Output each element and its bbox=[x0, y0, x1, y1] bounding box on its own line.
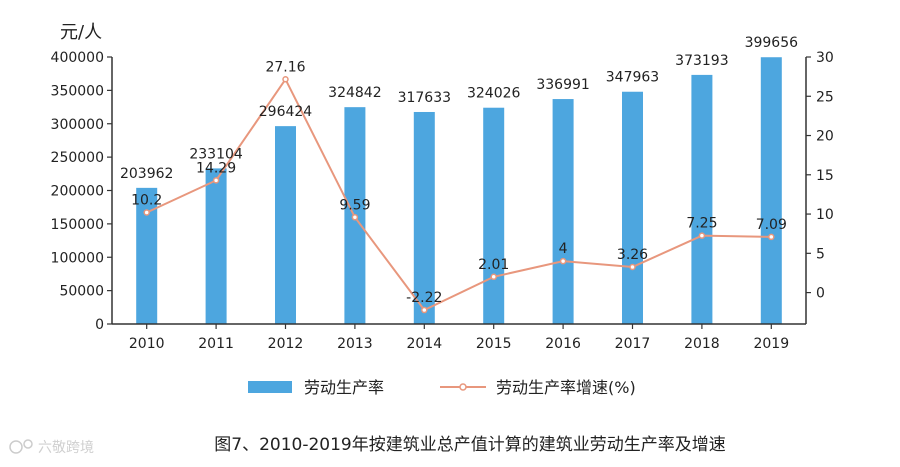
x-tick-label: 2018 bbox=[684, 336, 720, 352]
bar bbox=[483, 107, 505, 324]
bar-value-label: 373193 bbox=[675, 53, 728, 69]
x-tick-label: 2017 bbox=[615, 336, 651, 352]
y-left-tick-label: 250000 bbox=[51, 150, 104, 166]
bar bbox=[275, 126, 296, 324]
bar-value-label: 399656 bbox=[745, 35, 799, 51]
growth-point bbox=[282, 76, 289, 83]
bar-value-label: 324026 bbox=[467, 86, 521, 102]
growth-value-label: 27.16 bbox=[265, 59, 305, 75]
y-right-tick-label: 15 bbox=[816, 168, 834, 184]
y-left-tick-label: 400000 bbox=[51, 50, 104, 66]
bar bbox=[622, 91, 643, 324]
watermark-logo-icon bbox=[9, 439, 33, 454]
growth-line bbox=[146, 77, 772, 312]
bar-value-label: 324842 bbox=[328, 85, 381, 101]
y-left-tick-label: 300000 bbox=[51, 117, 104, 133]
growth-value-label: 9.59 bbox=[339, 197, 370, 213]
bar-value-label: 336991 bbox=[536, 77, 589, 93]
growth-point bbox=[768, 233, 775, 241]
x-tick-label: 2016 bbox=[545, 336, 581, 352]
bar bbox=[691, 74, 713, 324]
legend-label-line: 劳动生产率增速(%) bbox=[496, 378, 636, 397]
bars-layer bbox=[136, 57, 782, 325]
watermark: 六敬跨境 bbox=[9, 439, 94, 456]
growth-point bbox=[559, 257, 567, 265]
y-right-tick-label: 10 bbox=[816, 207, 834, 223]
x-tick-label: 2019 bbox=[753, 336, 789, 352]
bar-value-label: 347963 bbox=[606, 70, 659, 86]
y-left-tick-label: 100000 bbox=[51, 250, 104, 266]
y-left-tick-label: 200000 bbox=[51, 184, 104, 200]
line-layer bbox=[143, 76, 775, 314]
bar-value-label: 203962 bbox=[120, 166, 173, 182]
bar bbox=[760, 57, 782, 325]
y-left-tick-label: 50000 bbox=[59, 284, 104, 300]
bar-value-label: 317633 bbox=[398, 90, 451, 106]
growth-point bbox=[143, 209, 150, 216]
legend: 劳动生产率 劳动生产率增速(%) bbox=[248, 378, 636, 397]
legend-label-bar: 劳动生产率 bbox=[304, 378, 384, 397]
y-right-tick-label: 5 bbox=[816, 246, 825, 262]
growth-point bbox=[629, 263, 636, 271]
growth-point bbox=[421, 306, 428, 314]
bar bbox=[136, 187, 158, 324]
growth-point bbox=[212, 177, 220, 184]
growth-value-label: 14.29 bbox=[196, 160, 236, 176]
growth-value-label: 7.25 bbox=[686, 216, 717, 232]
growth-value-label: 10.2 bbox=[131, 192, 162, 208]
growth-value-label: 2.01 bbox=[478, 257, 509, 273]
legend-swatch-bar bbox=[248, 381, 292, 393]
y-left-tick-label: 0 bbox=[95, 317, 104, 333]
bar bbox=[205, 168, 227, 324]
x-tick-label: 2015 bbox=[476, 336, 512, 352]
x-tick-label: 2010 bbox=[129, 336, 165, 352]
watermark-text: 六敬跨境 bbox=[38, 440, 94, 456]
y-left-tick-label: 350000 bbox=[51, 83, 104, 99]
growth-value-label: -2.22 bbox=[406, 290, 442, 306]
bar bbox=[552, 99, 574, 325]
bar bbox=[413, 111, 435, 324]
x-tick-label: 2014 bbox=[406, 336, 442, 352]
y-right-tick-label: 25 bbox=[816, 89, 834, 105]
y-right-tick-label: 20 bbox=[816, 129, 834, 145]
x-tick-label: 2012 bbox=[268, 336, 304, 352]
growth-point bbox=[698, 232, 706, 239]
growth-value-label: 7.09 bbox=[756, 217, 787, 233]
y-right-tick-label: 0 bbox=[816, 286, 825, 302]
bar-value-label: 233104 bbox=[189, 146, 243, 162]
labels-layer: 203962 233104 296424 324842 317633 324026 3369… bbox=[120, 35, 798, 306]
x-tick-label: 2013 bbox=[337, 336, 373, 352]
y-left-unit-label: 元/人 bbox=[60, 22, 102, 43]
y-right-tick-label: 30 bbox=[816, 50, 834, 66]
y-left-tick-label: 150000 bbox=[51, 217, 104, 233]
growth-point bbox=[351, 214, 359, 221]
x-tick-label: 2011 bbox=[198, 336, 234, 352]
figure-caption: 图7、2010-2019年按建筑业总产值计算的建筑业劳动生产率及增速 bbox=[214, 435, 725, 455]
bar-value-label: 296424 bbox=[259, 104, 313, 120]
axes-layer: 0 50000 100000 150000 200000 250000 300000 3500… bbox=[51, 50, 834, 352]
legend-swatch-marker bbox=[459, 383, 467, 391]
growth-value-label: 3.26 bbox=[617, 247, 648, 263]
growth-value-label: 4 bbox=[559, 241, 568, 257]
growth-point bbox=[490, 273, 497, 281]
